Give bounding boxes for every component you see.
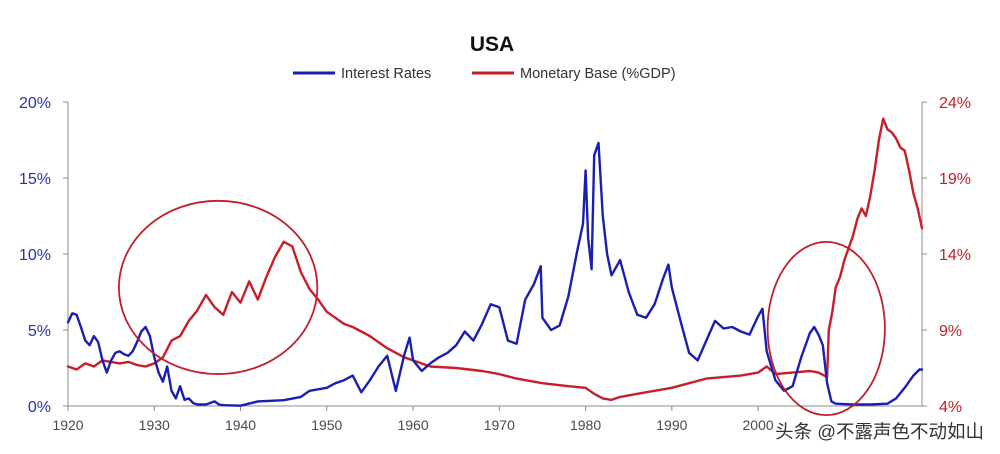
legend: Interest Rates Monetary Base (%GDP) [293, 66, 676, 82]
series-layer [66, 117, 924, 407]
series-line-monetary-base-gdp [66, 117, 924, 402]
x-tick-label: 1980 [570, 417, 601, 433]
y-left-tick-label: 20% [19, 95, 51, 112]
highlight-ellipse-1 [117, 199, 319, 375]
y-left-tick-label: 15% [19, 171, 51, 188]
x-tick-label: 1920 [52, 417, 83, 433]
y-right-tick-label: 9% [939, 323, 962, 340]
y-right-tick-label: 24% [939, 95, 971, 112]
series-line-interest-rates [66, 141, 924, 407]
x-tick-label: 1960 [397, 417, 428, 433]
y-right-tick-label: 4% [939, 399, 962, 416]
annotation-layer [117, 199, 886, 417]
x-tick-label: 2000 [743, 417, 774, 433]
legend-label-monetary-base: Monetary Base (%GDP) [520, 66, 676, 82]
x-tick-label: 1930 [139, 417, 170, 433]
y-right-tick-label: 14% [939, 247, 971, 264]
x-tick-label: 1990 [656, 417, 687, 433]
chart-title: USA [470, 33, 514, 56]
x-tick-label: 1950 [311, 417, 342, 433]
x-tick-label: 1970 [484, 417, 515, 433]
watermark: 头条 @不露声色不动如山 [775, 421, 984, 442]
highlight-ellipse-2 [766, 240, 886, 417]
y-left-tick-label: 10% [19, 247, 51, 264]
axes: 1920 1930 1940 1950 1960 1970 1980 1990 2000 0% 5%… [19, 95, 971, 433]
y-right-tick-label: 19% [939, 171, 971, 188]
x-tick-label: 1940 [225, 417, 256, 433]
y-left-tick-label: 5% [28, 323, 51, 340]
y-left-tick-label: 0% [28, 399, 51, 416]
legend-label-interest-rates: Interest Rates [341, 66, 431, 82]
